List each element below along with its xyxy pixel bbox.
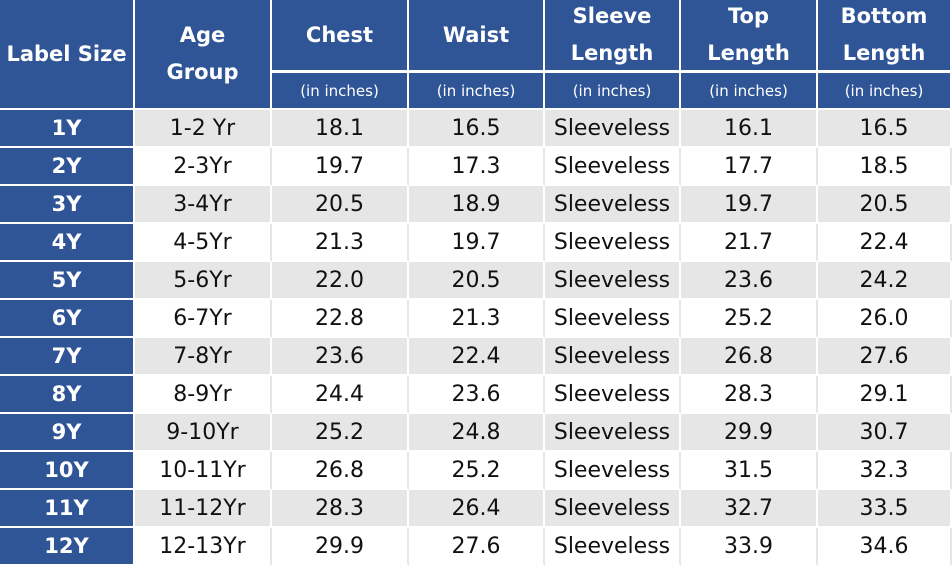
- table-cell: 21.3: [272, 224, 409, 262]
- table-cell: 16.5: [818, 110, 952, 148]
- table-cell: 25.2: [272, 414, 409, 452]
- column-header: Chest: [272, 0, 409, 72]
- column-header: Label Size: [0, 0, 135, 110]
- table-cell: 30.7: [818, 414, 952, 452]
- table-cell: 22.0: [272, 262, 409, 300]
- column-unit: (in inches): [272, 72, 409, 110]
- row-label: 1Y: [0, 110, 135, 148]
- table-cell: 18.9: [409, 186, 545, 224]
- table-cell: 21.7: [681, 224, 818, 262]
- table-cell: 26.0: [818, 300, 952, 338]
- table-cell: 22.8: [272, 300, 409, 338]
- table-cell: 23.6: [681, 262, 818, 300]
- table-cell: 23.6: [409, 376, 545, 414]
- table-cell: 31.5: [681, 452, 818, 490]
- table-cell: 19.7: [681, 186, 818, 224]
- table-cell: 29.9: [272, 528, 409, 566]
- table-cell: 28.3: [681, 376, 818, 414]
- table-cell: 26.8: [681, 338, 818, 376]
- column-header: Top Length: [681, 0, 818, 72]
- table-cell: Sleeveless: [545, 110, 681, 148]
- table-cell: 33.9: [681, 528, 818, 566]
- table-cell: 4-5Yr: [135, 224, 272, 262]
- table-cell: 17.3: [409, 148, 545, 186]
- table-cell: 18.1: [272, 110, 409, 148]
- table-cell: Sleeveless: [545, 300, 681, 338]
- row-label: 2Y: [0, 148, 135, 186]
- row-label: 5Y: [0, 262, 135, 300]
- table-cell: 33.5: [818, 490, 952, 528]
- column-unit: (in inches): [409, 72, 545, 110]
- table-cell: Sleeveless: [545, 490, 681, 528]
- column-unit: (in inches): [818, 72, 952, 110]
- row-label: 8Y: [0, 376, 135, 414]
- column-unit: (in inches): [681, 72, 818, 110]
- table-cell: 26.8: [272, 452, 409, 490]
- table-cell: 5-6Yr: [135, 262, 272, 300]
- table-cell: 32.3: [818, 452, 952, 490]
- row-label: 4Y: [0, 224, 135, 262]
- row-label: 10Y: [0, 452, 135, 490]
- table-cell: 11-12Yr: [135, 490, 272, 528]
- table-cell: 26.4: [409, 490, 545, 528]
- table-cell: Sleeveless: [545, 148, 681, 186]
- row-label: 3Y: [0, 186, 135, 224]
- table-cell: Sleeveless: [545, 414, 681, 452]
- table-cell: Sleeveless: [545, 224, 681, 262]
- column-header: Sleeve Length: [545, 0, 681, 72]
- column-header: Age Group: [135, 0, 272, 110]
- table-cell: 1-2 Yr: [135, 110, 272, 148]
- table-cell: 25.2: [409, 452, 545, 490]
- table-cell: 6-7Yr: [135, 300, 272, 338]
- table-cell: 32.7: [681, 490, 818, 528]
- table-cell: 21.3: [409, 300, 545, 338]
- table-cell: 12-13Yr: [135, 528, 272, 566]
- table-cell: 17.7: [681, 148, 818, 186]
- table-cell: 9-10Yr: [135, 414, 272, 452]
- table-cell: 8-9Yr: [135, 376, 272, 414]
- table-cell: 24.4: [272, 376, 409, 414]
- table-cell: 23.6: [272, 338, 409, 376]
- table-cell: 16.1: [681, 110, 818, 148]
- table-cell: 10-11Yr: [135, 452, 272, 490]
- column-header: Bottom Length: [818, 0, 952, 72]
- table-cell: 20.5: [409, 262, 545, 300]
- table-cell: 16.5: [409, 110, 545, 148]
- table-cell: Sleeveless: [545, 262, 681, 300]
- table-cell: Sleeveless: [545, 186, 681, 224]
- table-cell: 18.5: [818, 148, 952, 186]
- table-cell: 24.8: [409, 414, 545, 452]
- table-cell: 20.5: [272, 186, 409, 224]
- table-cell: 7-8Yr: [135, 338, 272, 376]
- table-cell: Sleeveless: [545, 376, 681, 414]
- table-cell: 25.2: [681, 300, 818, 338]
- table-cell: 29.1: [818, 376, 952, 414]
- table-cell: 3-4Yr: [135, 186, 272, 224]
- table-cell: 22.4: [818, 224, 952, 262]
- table-cell: 34.6: [818, 528, 952, 566]
- column-header: Waist: [409, 0, 545, 72]
- table-cell: 20.5: [818, 186, 952, 224]
- table-cell: 27.6: [818, 338, 952, 376]
- table-cell: Sleeveless: [545, 528, 681, 566]
- table-cell: 29.9: [681, 414, 818, 452]
- table-cell: 2-3Yr: [135, 148, 272, 186]
- table-cell: Sleeveless: [545, 338, 681, 376]
- table-cell: Sleeveless: [545, 452, 681, 490]
- table-cell: 24.2: [818, 262, 952, 300]
- row-label: 11Y: [0, 490, 135, 528]
- row-label: 12Y: [0, 528, 135, 566]
- table-cell: 19.7: [272, 148, 409, 186]
- table-cell: 22.4: [409, 338, 545, 376]
- column-unit: (in inches): [545, 72, 681, 110]
- row-label: 6Y: [0, 300, 135, 338]
- table-cell: 19.7: [409, 224, 545, 262]
- table-cell: 28.3: [272, 490, 409, 528]
- row-label: 9Y: [0, 414, 135, 452]
- table-cell: 27.6: [409, 528, 545, 566]
- row-label: 7Y: [0, 338, 135, 376]
